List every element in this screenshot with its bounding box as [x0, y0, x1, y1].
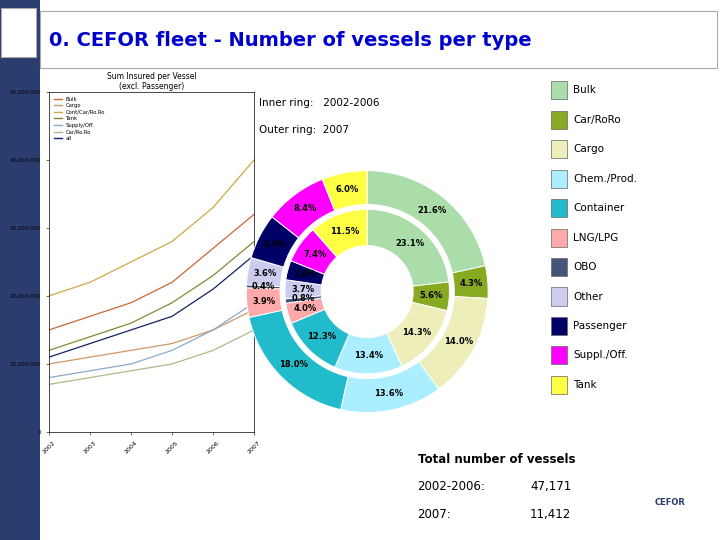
- Text: 13.4%: 13.4%: [354, 351, 383, 360]
- Text: Suppl./Off.: Suppl./Off.: [573, 350, 629, 360]
- Text: Bulk: Bulk: [573, 85, 596, 96]
- Title: Sum Insured per Vessel
(excl. Passenger): Sum Insured per Vessel (excl. Passenger): [107, 72, 197, 91]
- Text: 3.6%: 3.6%: [253, 269, 276, 279]
- Text: 3.8%: 3.8%: [294, 271, 317, 279]
- Wedge shape: [367, 210, 449, 286]
- Wedge shape: [246, 285, 280, 289]
- Wedge shape: [313, 210, 367, 257]
- Wedge shape: [285, 296, 322, 303]
- Text: 12.3%: 12.3%: [307, 332, 336, 341]
- Text: 0. CEFOR fleet - Number of vessels per type: 0. CEFOR fleet - Number of vessels per t…: [49, 31, 532, 50]
- Wedge shape: [335, 333, 402, 374]
- Text: Car/RoRo: Car/RoRo: [573, 115, 621, 125]
- Wedge shape: [285, 280, 322, 299]
- Text: 0.8%: 0.8%: [292, 294, 315, 303]
- Bar: [551, 199, 567, 217]
- Wedge shape: [286, 298, 325, 323]
- Wedge shape: [323, 171, 367, 211]
- Bar: [551, 111, 567, 129]
- Text: 14.3%: 14.3%: [402, 328, 431, 336]
- Text: 2007:: 2007:: [418, 508, 451, 521]
- Text: 14.0%: 14.0%: [444, 337, 473, 346]
- Text: 13.6%: 13.6%: [374, 389, 403, 398]
- Bar: [551, 228, 567, 247]
- Text: Outer ring:  2007: Outer ring: 2007: [259, 125, 349, 135]
- Wedge shape: [341, 362, 438, 413]
- Text: Tank: Tank: [573, 380, 597, 390]
- Text: Other: Other: [573, 292, 603, 301]
- Wedge shape: [291, 230, 337, 274]
- Text: Chem./Prod.: Chem./Prod.: [573, 174, 637, 184]
- Text: 21.6%: 21.6%: [418, 206, 447, 215]
- Wedge shape: [286, 261, 325, 285]
- Text: 6.0%: 6.0%: [336, 185, 359, 194]
- Text: CEFOR: CEFOR: [654, 498, 685, 507]
- Wedge shape: [251, 217, 299, 267]
- Bar: [551, 317, 567, 335]
- Text: 0.4%: 0.4%: [252, 282, 275, 292]
- Wedge shape: [249, 310, 348, 410]
- Text: Container: Container: [573, 203, 625, 213]
- Text: Cargo: Cargo: [573, 144, 605, 154]
- Legend: Bulk, Cargo, Cont/Car/Ro.Ro, Tank, Supply/Off., Car/Ro.Ro, all: Bulk, Cargo, Cont/Car/Ro.Ro, Tank, Suppl…: [52, 94, 107, 143]
- Text: Total number of vessels: Total number of vessels: [418, 453, 575, 467]
- Bar: [551, 140, 567, 158]
- Text: 11.5%: 11.5%: [330, 227, 359, 236]
- Text: Inner ring:   2002-2006: Inner ring: 2002-2006: [259, 98, 379, 108]
- Wedge shape: [419, 296, 488, 389]
- Text: 4.3%: 4.3%: [459, 279, 482, 288]
- Text: 47,171: 47,171: [530, 480, 571, 493]
- Text: 3.9%: 3.9%: [252, 296, 275, 306]
- Text: 18.0%: 18.0%: [279, 360, 308, 369]
- Text: LNG/LPG: LNG/LPG: [573, 233, 618, 242]
- Wedge shape: [452, 266, 488, 299]
- Text: 8.4%: 8.4%: [293, 204, 317, 213]
- Text: 2002-2006:: 2002-2006:: [418, 480, 485, 493]
- Wedge shape: [387, 302, 447, 366]
- Wedge shape: [412, 282, 449, 310]
- Bar: [551, 287, 567, 306]
- Bar: [551, 81, 567, 99]
- Wedge shape: [292, 309, 349, 367]
- Text: 11,412: 11,412: [530, 508, 571, 521]
- Text: 4.0%: 4.0%: [294, 304, 317, 313]
- Text: Passenger: Passenger: [573, 321, 627, 331]
- Bar: [551, 376, 567, 394]
- Text: OBO: OBO: [573, 262, 597, 272]
- Bar: [551, 170, 567, 188]
- Bar: [551, 346, 567, 364]
- Wedge shape: [246, 288, 282, 318]
- Wedge shape: [272, 179, 335, 238]
- Bar: [551, 258, 567, 276]
- Text: 3.7%: 3.7%: [292, 285, 315, 294]
- Text: 23.1%: 23.1%: [395, 239, 424, 248]
- Text: 5.6%: 5.6%: [420, 291, 443, 300]
- Wedge shape: [246, 258, 284, 287]
- Wedge shape: [367, 171, 485, 273]
- Text: 7.4%: 7.4%: [303, 250, 327, 259]
- Text: 6.0%: 6.0%: [263, 240, 287, 248]
